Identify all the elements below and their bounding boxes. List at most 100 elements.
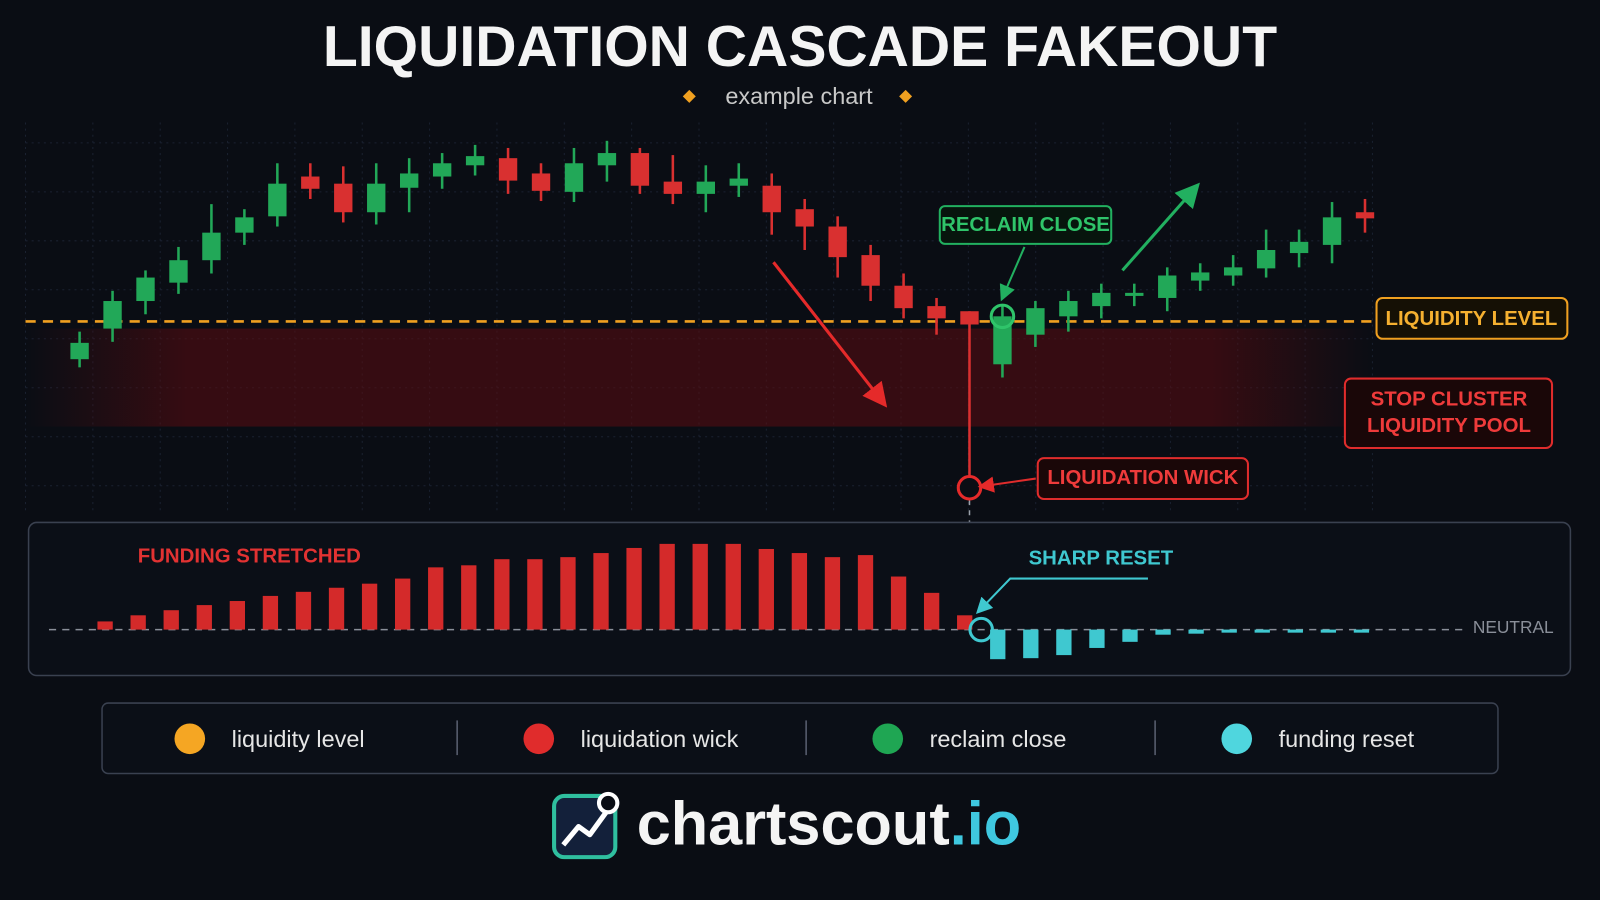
candle-body [400, 173, 419, 188]
legend-label: liquidity level [232, 726, 365, 752]
candle-body [103, 301, 122, 329]
funding-bar [428, 567, 444, 630]
legend-label: liquidation wick [581, 726, 739, 752]
funding-bar [1320, 629, 1337, 633]
funding-bar [1287, 629, 1303, 633]
funding-bar [1122, 629, 1138, 642]
funding-bar [494, 559, 510, 630]
chart-title: LIQUIDATION CASCADE FAKEOUT [323, 15, 1277, 79]
up-arrow [1121, 182, 1200, 272]
reset-pointer [975, 577, 1148, 615]
candle-body [70, 342, 89, 360]
candle-body [597, 153, 617, 166]
neutral-label: NEUTRAL [1473, 617, 1554, 637]
legend-box [101, 702, 1499, 775]
funding-bar [1254, 629, 1270, 633]
candle-body [268, 183, 287, 217]
funding-bar [890, 576, 907, 630]
legend-swatch [523, 723, 555, 755]
candle-body [1289, 241, 1309, 254]
funding-bar [361, 583, 378, 630]
funding-bar [130, 615, 146, 630]
candle-body [1223, 267, 1243, 276]
candle-body [564, 163, 584, 192]
liquidity-callout [1375, 296, 1569, 340]
funding-bars [48, 543, 1465, 660]
candle-body [334, 183, 353, 213]
candle-body [993, 316, 1012, 365]
candle-body [1026, 308, 1045, 335]
wick-callout [1036, 457, 1249, 500]
brand-icon [552, 791, 620, 860]
zone-layer [25, 320, 1373, 427]
liquidity-label: LIQUIDITY LEVEL [1386, 308, 1558, 330]
funding-bar [395, 578, 411, 630]
wick-label: LIQUIDATION WICK [1047, 467, 1238, 489]
wick-pointer [977, 476, 1036, 493]
down-arrow [772, 261, 888, 408]
funding-bar [659, 543, 675, 630]
reset-marker [968, 616, 994, 643]
brand-suffix: .io [950, 790, 1021, 858]
wick-marker [956, 475, 983, 501]
funding-bar [923, 592, 940, 630]
funding-bar [758, 548, 774, 630]
legend-swatch [174, 723, 206, 755]
candle-body [1125, 292, 1144, 296]
funding-bar [1221, 629, 1237, 633]
candle-body [1191, 272, 1210, 281]
candle-body [465, 156, 485, 166]
reclaim-marker [989, 303, 1016, 330]
funding-bar [824, 557, 841, 630]
candle-body [762, 185, 781, 213]
funding-bar [593, 553, 609, 630]
funding-bar [1023, 629, 1039, 659]
candle-body [1322, 217, 1342, 245]
candle-body [1256, 250, 1276, 269]
candle-body [1059, 301, 1078, 317]
reclaim-pointer [999, 246, 1026, 302]
candle-body [202, 232, 221, 261]
candle-body [235, 217, 254, 233]
funding-bar [692, 543, 708, 630]
funding-bar [461, 565, 477, 630]
funding-bar [527, 559, 543, 630]
candle-body [432, 163, 452, 177]
funding-bar [262, 595, 279, 630]
candle-body [1158, 275, 1177, 298]
candle-body [498, 158, 518, 181]
funding-bar [229, 601, 245, 630]
candle-body [531, 173, 551, 191]
reclaim-callout [938, 205, 1113, 245]
zone-label: STOP CLUSTER [1371, 388, 1528, 410]
zone-label: LIQUIDITY POOL [1367, 415, 1531, 437]
funding-bar [1056, 629, 1072, 656]
funding-bar [163, 610, 179, 630]
candle-body [136, 277, 155, 302]
funding-bar [626, 547, 642, 630]
funding-bar [1188, 629, 1204, 634]
funding-bar [857, 555, 874, 630]
legend-swatch [872, 723, 904, 755]
sharp-reset-label: SHARP RESET [1029, 548, 1174, 570]
liquidity-zone [25, 328, 1373, 427]
legend-label: funding reset [1279, 726, 1415, 752]
chart-subtitle: example chart [725, 83, 873, 109]
candles [70, 140, 1375, 613]
candle-body [729, 178, 748, 186]
candle-body [894, 285, 913, 309]
zone-callout [1343, 377, 1554, 449]
candle-body [630, 153, 650, 186]
funding-bar [957, 615, 973, 630]
candle-body [1355, 212, 1375, 219]
funding-stretched-label: FUNDING STRETCHED [138, 546, 361, 568]
legend-swatch [1221, 723, 1253, 755]
candle-body [663, 181, 683, 194]
candle-body [861, 255, 880, 286]
candle-body [696, 181, 715, 194]
candle-body [169, 260, 188, 283]
funding-bar [295, 591, 312, 630]
funding-bar [97, 621, 113, 630]
